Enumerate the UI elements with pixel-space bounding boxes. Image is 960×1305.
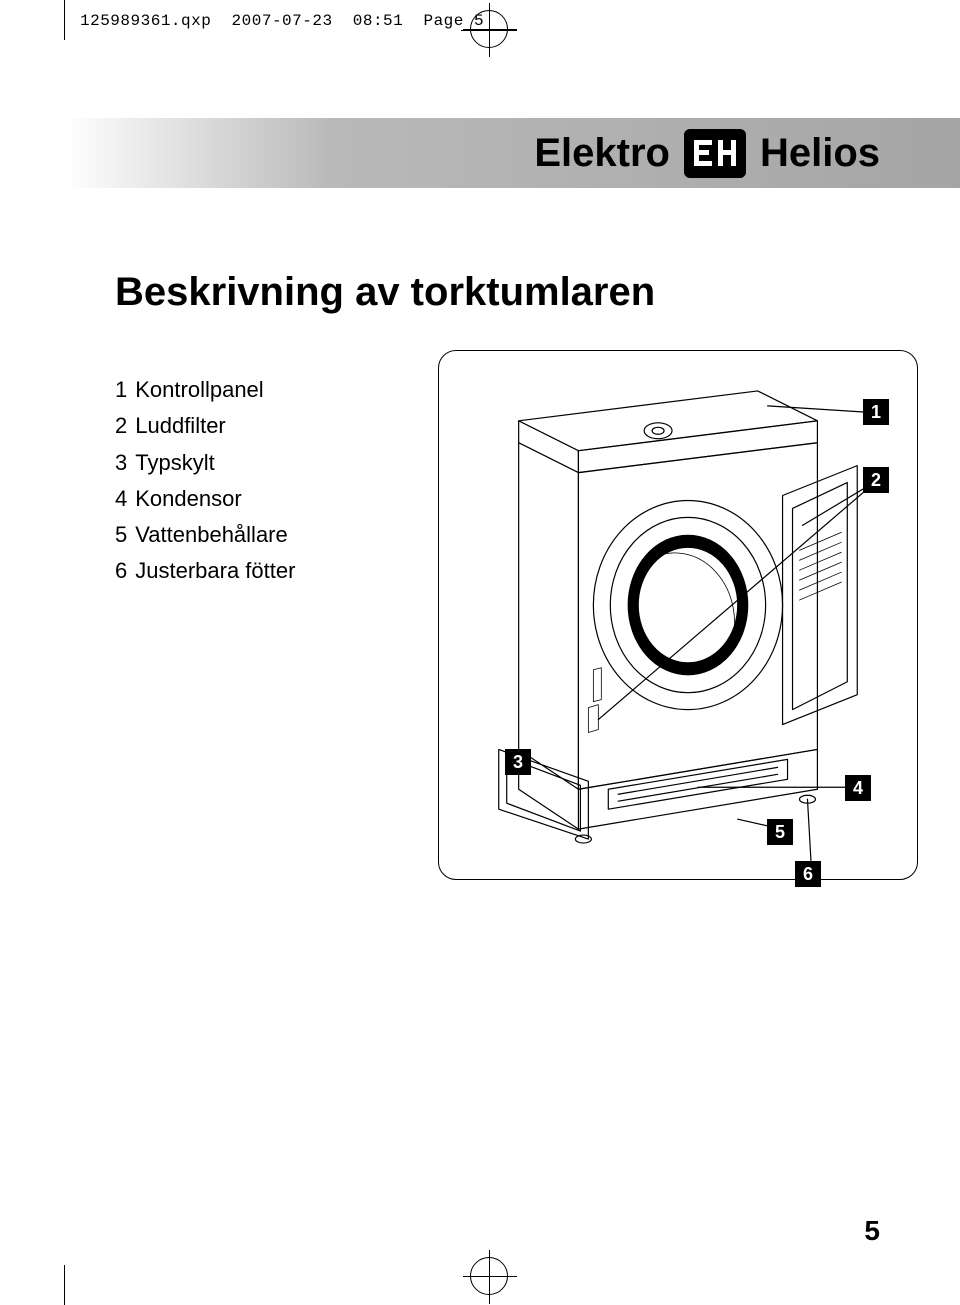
part-number: 5 — [115, 517, 127, 553]
callout-1: 1 — [863, 399, 889, 425]
callout-4: 4 — [845, 775, 871, 801]
list-item: 2Luddfilter — [115, 408, 295, 444]
brand: Elektro Helios — [534, 129, 880, 178]
registration-mark-bottom — [470, 1257, 508, 1295]
part-label: Justerbara fötter — [135, 553, 295, 589]
meta-page: Page 5 — [423, 12, 484, 30]
callout-6: 6 — [795, 861, 821, 887]
list-item: 5Vattenbehållare — [115, 517, 295, 553]
crop-mark-bottom — [0, 1255, 530, 1305]
list-item: 6Justerbara fötter — [115, 553, 295, 589]
meta-time: 08:51 — [353, 12, 404, 30]
brand-logo-icon — [684, 129, 746, 178]
list-item: 4Kondensor — [115, 481, 295, 517]
part-label: Kondensor — [135, 481, 241, 517]
part-number: 3 — [115, 445, 127, 481]
callout-2: 2 — [863, 467, 889, 493]
brand-bar: Elektro Helios — [64, 118, 960, 188]
brand-left: Elektro — [534, 131, 670, 176]
header-meta: 125989361.qxp 2007-07-23 08:51 Page 5 — [80, 12, 484, 30]
brand-right: Helios — [760, 131, 880, 176]
callout-3: 3 — [505, 749, 531, 775]
meta-date: 2007-07-23 — [232, 12, 333, 30]
list-item: 1Kontrollpanel — [115, 372, 295, 408]
meta-filename: 125989361.qxp — [80, 12, 211, 30]
part-label: Vattenbehållare — [135, 517, 288, 553]
part-number: 2 — [115, 408, 127, 444]
page-number: 5 — [864, 1215, 880, 1247]
part-label: Kontrollpanel — [135, 372, 263, 408]
list-item: 3Typskylt — [115, 445, 295, 481]
part-number: 1 — [115, 372, 127, 408]
part-label: Typskylt — [135, 445, 214, 481]
part-number: 4 — [115, 481, 127, 517]
dryer-diagram: 1 2 3 4 5 6 — [438, 350, 918, 880]
callout-5: 5 — [767, 819, 793, 845]
page-title: Beskrivning av torktumlaren — [115, 270, 655, 315]
parts-list: 1Kontrollpanel 2Luddfilter 3Typskylt 4Ko… — [115, 372, 295, 590]
part-label: Luddfilter — [135, 408, 226, 444]
part-number: 6 — [115, 553, 127, 589]
